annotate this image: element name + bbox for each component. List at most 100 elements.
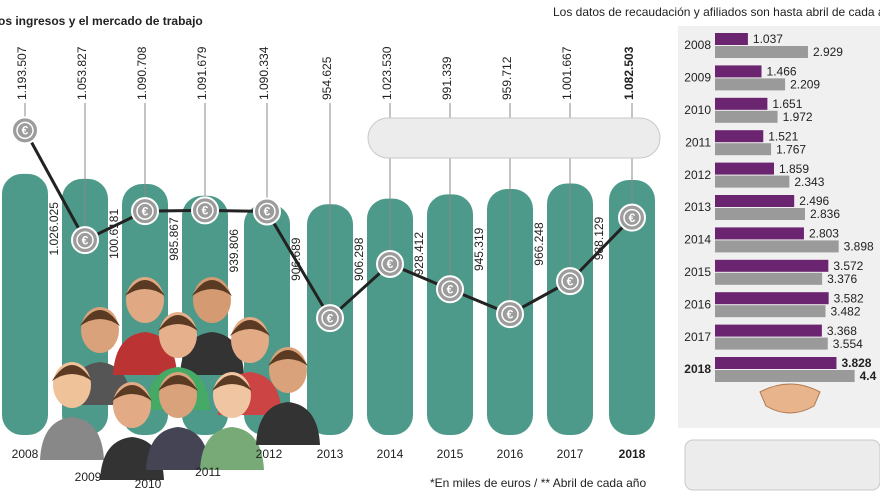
euro-sign: € — [142, 204, 149, 218]
title: os ingresos y el mercado de trabajo — [0, 14, 203, 28]
legend-box — [367, 117, 661, 159]
bar — [715, 143, 772, 156]
value-label: 1.767 — [776, 142, 806, 156]
afiliados-label: 939.806 — [227, 229, 241, 273]
bar — [715, 357, 837, 369]
afiliados-label: 1.026.025 — [47, 202, 61, 256]
person-hair — [158, 375, 198, 391]
irpf-label: 959.712 — [500, 56, 514, 100]
x-tick-label: 2012 — [256, 447, 283, 461]
bar — [715, 130, 764, 143]
x-tick-label: 2014 — [377, 447, 404, 461]
euro-ring — [501, 305, 519, 323]
bar — [715, 227, 804, 240]
person-body — [180, 332, 244, 375]
irpf-point — [496, 300, 524, 329]
irpf-point — [131, 197, 159, 226]
person-hair — [192, 280, 232, 296]
x-tick-label: 2013 — [317, 447, 344, 461]
euro-ring — [441, 280, 459, 298]
euro-sign: € — [22, 124, 29, 138]
euro-ring — [258, 202, 276, 221]
bar — [715, 272, 823, 285]
irpf-point — [556, 267, 584, 296]
person-body — [40, 417, 104, 460]
irpf-label: 1.053.827 — [75, 46, 89, 100]
bar — [715, 370, 855, 382]
person-hair — [125, 280, 165, 296]
bar — [715, 175, 790, 188]
irpf-point — [436, 275, 464, 304]
euro-ring — [561, 272, 579, 290]
irpf-point — [316, 304, 344, 333]
afiliados-column — [2, 173, 48, 435]
value-label: 4.4 — [860, 369, 877, 383]
euro-ring — [196, 201, 214, 220]
y-tick-label: 2015 — [684, 265, 711, 279]
afiliados-label: 906.298 — [352, 237, 366, 281]
person-hair — [80, 310, 120, 326]
bar — [715, 97, 768, 110]
irpf-label: 1.090.334 — [257, 46, 271, 100]
person-hair — [212, 375, 252, 391]
euro-ring — [623, 208, 641, 227]
value-label: 2.496 — [799, 194, 829, 208]
value-label: 3.898 — [844, 240, 874, 254]
y-tick-label: 2008 — [684, 38, 711, 52]
bar — [715, 337, 828, 350]
value-label: 3.554 — [833, 337, 863, 351]
euro-ring — [76, 231, 94, 249]
afiliados-label: 966.248 — [532, 222, 546, 266]
bar — [715, 305, 826, 318]
euro-sign: € — [264, 205, 271, 219]
left-chart: 1.193.507 1.053.827 1.090.708 1.091.679 1.09… — [2, 46, 655, 491]
bar — [715, 33, 748, 45]
irpf-point — [11, 116, 39, 145]
irpf-label: 1.091.679 — [195, 46, 209, 100]
x-tick-label: 2009 — [75, 470, 102, 484]
legend-box — [684, 439, 880, 491]
person-hair — [112, 385, 152, 401]
bar — [715, 208, 805, 220]
person-hair — [52, 365, 92, 381]
euro-sign: € — [507, 307, 514, 321]
x-tick-label: 2017 — [557, 447, 584, 461]
afiliados-label: 945.319 — [472, 227, 486, 271]
irpf-label: 1.001.667 — [560, 46, 574, 100]
value-label: 1.651 — [772, 97, 802, 111]
afiliados-column — [547, 183, 593, 435]
value-label: 2.209 — [790, 78, 820, 92]
irpf-label: 1.023.530 — [380, 46, 394, 100]
bar — [715, 324, 822, 337]
x-tick-label: 2015 — [437, 447, 464, 461]
euro-ring — [16, 121, 34, 140]
euro-sign: € — [447, 282, 454, 296]
value-label: 3.828 — [841, 356, 871, 370]
value-label: 2.803 — [809, 227, 839, 241]
euro-sign: € — [629, 211, 636, 225]
bar — [715, 78, 786, 91]
irpf-point — [618, 203, 646, 232]
euro-sign: € — [202, 204, 209, 218]
irpf-label: 1.090.708 — [135, 46, 149, 100]
y-tick-label: 2017 — [684, 330, 711, 344]
y-tick-label: 2018 — [684, 362, 711, 376]
value-label: 3.582 — [834, 291, 864, 305]
value-label: 3.368 — [827, 324, 857, 338]
irpf-label: 1.082.503 — [622, 46, 636, 100]
irpf-point — [191, 196, 219, 225]
handshake — [759, 383, 821, 414]
value-label: 3.482 — [830, 304, 860, 318]
person-hair — [158, 315, 198, 331]
euro-ring — [381, 255, 399, 273]
person-hair — [268, 350, 308, 366]
euro-ring — [321, 309, 339, 327]
value-label: 3.572 — [833, 259, 863, 273]
bar — [715, 162, 774, 175]
value-label: 1.972 — [783, 110, 813, 124]
irpf-point — [253, 197, 281, 226]
bar — [715, 240, 839, 253]
subtitle: Los datos de recaudación y afiliados son… — [553, 5, 880, 19]
